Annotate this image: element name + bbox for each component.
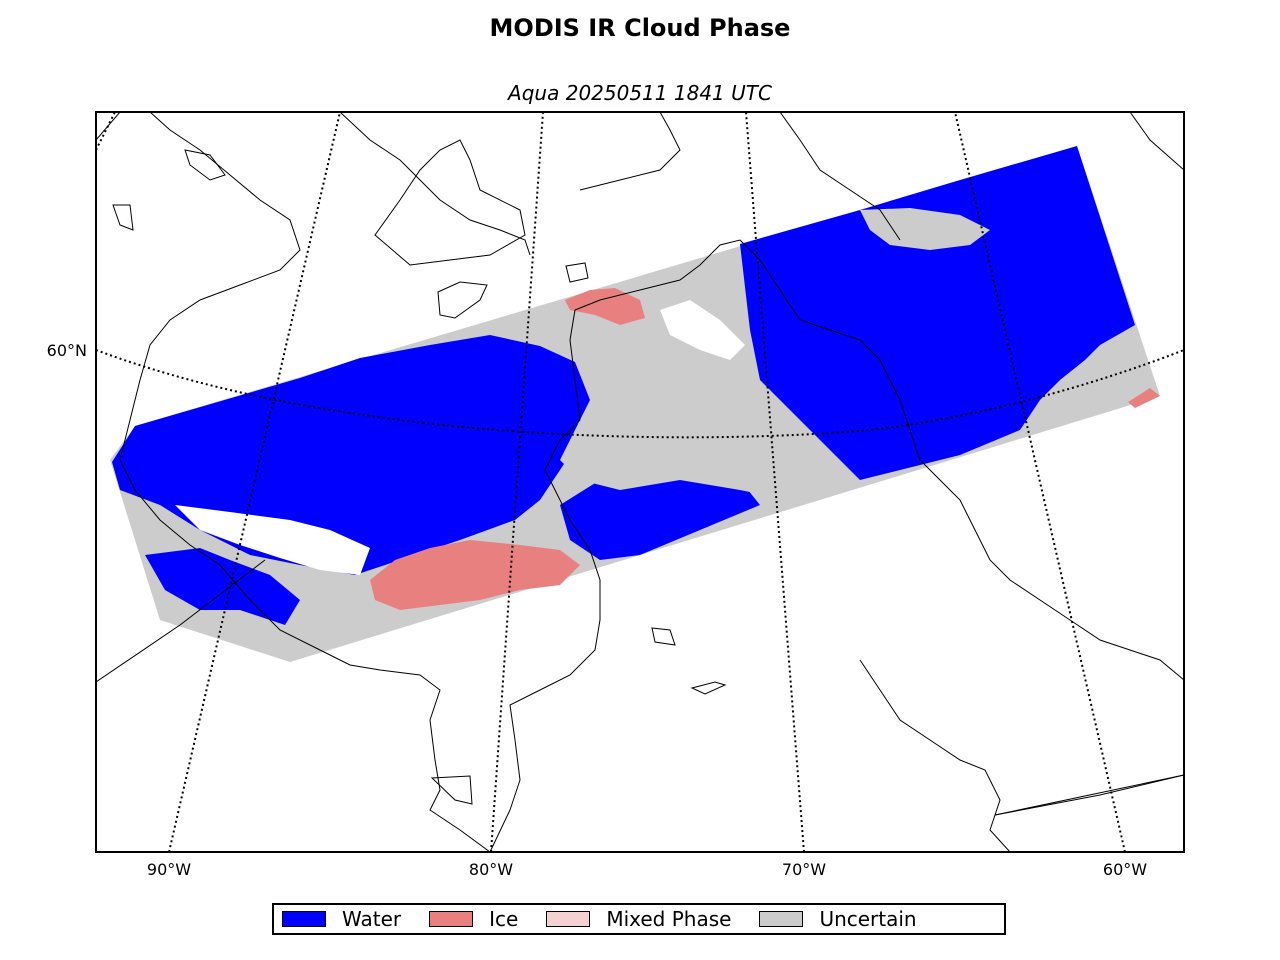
- gridline-lon-80w: [490, 112, 544, 852]
- coastline-baffin: [339, 112, 1184, 256]
- coastline-southampton: [374, 139, 526, 266]
- legend-item-ice: Ice: [429, 907, 518, 931]
- legend-item-mixed-phase: Mixed Phase: [546, 907, 731, 931]
- lat-label-60n: 60°N: [47, 341, 87, 360]
- legend: Water Ice Mixed Phase Uncertain: [272, 903, 1006, 935]
- legend-swatch-ice: [429, 911, 474, 927]
- swath-water-region-center: [560, 470, 760, 560]
- legend-item-water: Water: [282, 907, 401, 931]
- legend-label-water: Water: [342, 907, 402, 931]
- gridline-lon-100w: [96, 112, 116, 151]
- gridline-lon-60w: [954, 112, 1126, 852]
- legend-label-mixed-phase: Mixed Phase: [606, 907, 732, 931]
- chart-title: MODIS IR Cloud Phase: [489, 14, 791, 42]
- legend-swatch-water: [282, 911, 326, 927]
- swath-water-region-southwest: [145, 548, 300, 625]
- gridline-lon-70w: [745, 112, 805, 852]
- coastline-labrador: [859, 659, 1184, 852]
- gridline-lat-60: [96, 349, 1184, 439]
- swath-water-region-east: [740, 146, 1135, 480]
- lon-label-80w: 80°W: [469, 860, 513, 879]
- legend-label-ice: Ice: [489, 907, 519, 931]
- swath-gap-region: [175, 505, 370, 575]
- lon-label-60w: 60°W: [1103, 860, 1147, 879]
- lon-label-90w: 90°W: [147, 860, 191, 879]
- chart-subtitle: Aqua 20250511 1841 UTC: [508, 81, 772, 105]
- legend-item-uncertain: Uncertain: [759, 907, 917, 931]
- swath-ice-region-south: [370, 540, 580, 610]
- swath-uncertain-patch-2: [860, 208, 990, 250]
- lon-label-70w: 70°W: [782, 860, 826, 879]
- boundary-quebec-labrador: [994, 774, 1184, 816]
- coastline-ungava: [574, 239, 1184, 681]
- map-frame: [95, 111, 1185, 853]
- legend-label-uncertain: Uncertain: [819, 907, 917, 931]
- gridline-lon-90w: [168, 112, 341, 852]
- swath-nodata-patch: [660, 300, 745, 360]
- coastline-james-bay: [489, 309, 601, 852]
- boundary-ontario-manitoba: [96, 559, 266, 683]
- swath-ice-region-north: [565, 288, 645, 325]
- legend-swatch-mixed-phase: [546, 911, 591, 927]
- legend-swatch-uncertain: [759, 911, 804, 927]
- swath-uncertain-patch: [560, 400, 830, 500]
- coastline-islands: [112, 149, 727, 805]
- swath-ice-region-east: [1128, 388, 1160, 408]
